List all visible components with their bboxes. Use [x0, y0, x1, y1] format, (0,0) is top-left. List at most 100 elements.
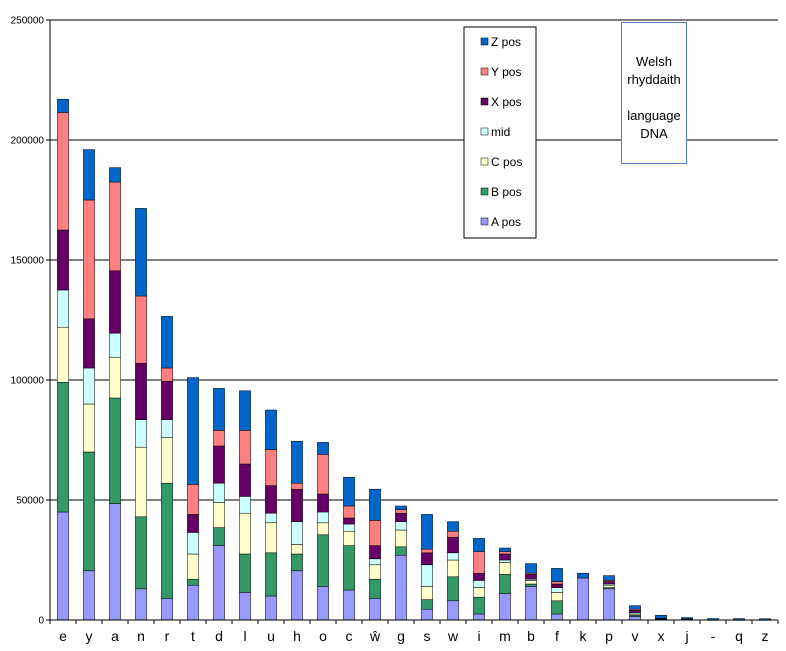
bar-segment [265, 512, 277, 524]
x-tick-label: u [267, 628, 275, 644]
bar-segment [57, 326, 69, 383]
x-tick-label: d [215, 628, 223, 644]
x-tick-label: c [346, 628, 353, 644]
x-tick-label: n [137, 628, 145, 644]
bar-segment [395, 505, 407, 510]
bar-segment [57, 112, 69, 231]
bar-segment [395, 546, 407, 556]
bar-segment [499, 553, 511, 561]
x-tick-label: g [397, 628, 405, 644]
bar-segment [525, 580, 537, 585]
bar-segment [629, 610, 641, 614]
bar-segment [317, 534, 329, 587]
legend-swatch [480, 217, 489, 226]
x-tick-label: z [762, 628, 769, 644]
legend-swatch [480, 127, 489, 136]
bar-segment [343, 589, 355, 621]
bar-segment [369, 578, 381, 599]
x-tick-label: h [293, 628, 301, 644]
bar-segment [421, 608, 433, 621]
bar-segment [473, 538, 485, 552]
x-tick-label: a [111, 628, 119, 644]
bar-segment [265, 449, 277, 486]
bar-segment [473, 572, 485, 581]
bar-segment [239, 553, 251, 593]
bar-segment [317, 442, 329, 455]
bar-segment [239, 496, 251, 514]
bar-segment [369, 545, 381, 560]
bar-segment [109, 167, 121, 183]
bar-segment [473, 587, 485, 598]
bar-segment [447, 600, 459, 621]
bar-segment [291, 482, 303, 490]
bar-segment [291, 521, 303, 545]
bar-segment [395, 521, 407, 531]
bar-segment [57, 98, 69, 113]
x-tick-label: w [447, 628, 459, 644]
bar-segment [343, 517, 355, 525]
y-tick-label: 200000 [11, 136, 45, 147]
bar-segment [395, 554, 407, 621]
bar-segment [421, 599, 433, 610]
bar-segment [213, 388, 225, 431]
bar-segment [369, 520, 381, 546]
bar-segment [473, 613, 485, 621]
bar-segment [291, 553, 303, 572]
bar-segment [421, 552, 433, 566]
bar-segment [525, 574, 537, 580]
bar-segment [135, 516, 147, 590]
bar-segment [603, 575, 615, 581]
bar-segment [395, 512, 407, 522]
bar-segment [187, 484, 199, 515]
bar-segment [551, 581, 563, 585]
x-tick-label: f [555, 628, 559, 644]
bar-segment [551, 600, 563, 615]
bar-segment [161, 437, 173, 484]
bar-segment [499, 593, 511, 621]
bar-segment [447, 576, 459, 602]
x-tick-label: y [86, 628, 93, 644]
x-tick-label: m [499, 628, 511, 644]
bar-segment [343, 505, 355, 519]
bar-segment [395, 529, 407, 548]
bar-segment [681, 617, 693, 620]
bar-segment [161, 316, 173, 369]
bar-segment [83, 570, 95, 621]
bar-segment [317, 522, 329, 536]
bar-segment [109, 356, 121, 399]
bar-segment [525, 586, 537, 621]
bar-segment [187, 578, 199, 586]
bar-segment [135, 208, 147, 297]
bar-segment [187, 553, 199, 580]
bar-segment [551, 583, 563, 588]
bar-segment [83, 451, 95, 572]
legend: Z pos Y pos X pos mid C pos B pos A pos [463, 26, 537, 239]
bar-segment [187, 584, 199, 621]
bar-segment [343, 523, 355, 532]
bar-segment [291, 440, 303, 484]
x-tick-label: t [191, 628, 195, 644]
bar-segment [499, 559, 511, 563]
bar-segment [447, 559, 459, 578]
bar-segment [551, 587, 563, 593]
x-tick-label: x [658, 628, 665, 644]
bar-segment [447, 552, 459, 561]
bar-segment [317, 586, 329, 621]
bars [57, 98, 771, 621]
bar-segment [447, 530, 459, 538]
y-axis-ticks: 0 50000 100000 150000 200000 250000 [11, 16, 50, 627]
bar-segment [291, 488, 303, 522]
y-tick-label: 100000 [11, 376, 45, 387]
bar-segment [57, 511, 69, 621]
bar-segment [603, 588, 615, 621]
legend-swatch [480, 187, 489, 196]
chart-note: Welsh rhyddaith language DNA [621, 22, 687, 164]
bar-segment [499, 574, 511, 594]
x-tick-label: b [527, 628, 535, 644]
bar-segment [525, 583, 537, 587]
legend-swatch [480, 157, 489, 166]
bar-segment [83, 149, 95, 201]
y-tick-label: 150000 [11, 256, 45, 267]
bar-segment [265, 485, 277, 514]
